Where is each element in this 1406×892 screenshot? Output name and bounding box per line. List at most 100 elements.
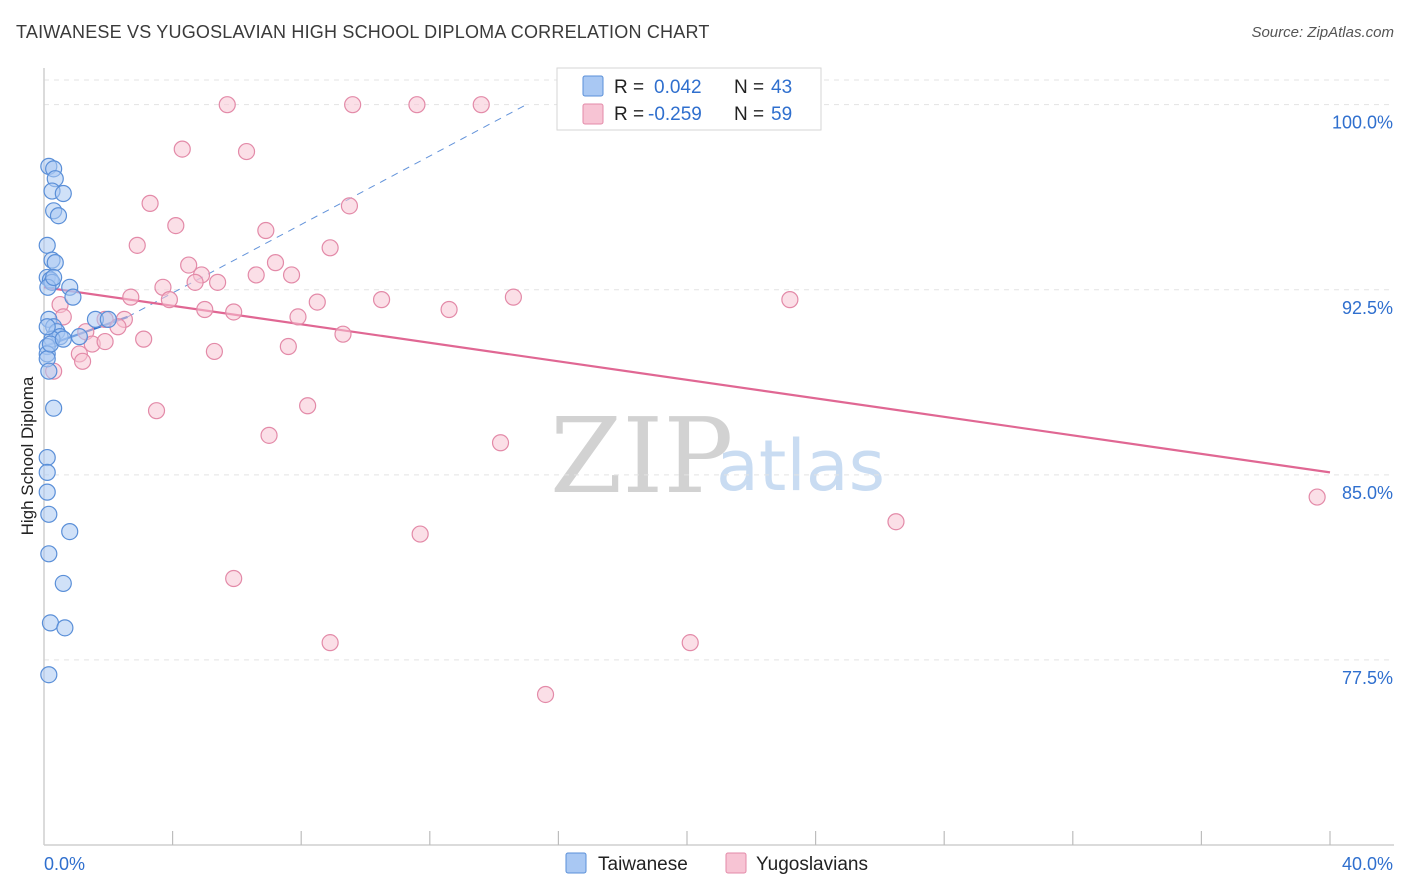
yugoslavian-point bbox=[141, 194, 159, 212]
taiwanese-point bbox=[40, 666, 58, 684]
taiwanese-trend-extension bbox=[127, 104, 527, 318]
x-tick-marks bbox=[172, 831, 1331, 845]
yugoslavian-point bbox=[167, 216, 185, 235]
stats-n-value-yugoslavian: 59 bbox=[771, 104, 792, 125]
yugoslavian-point bbox=[218, 96, 236, 114]
yugoslavian-point bbox=[173, 140, 191, 158]
taiwanese-point bbox=[40, 505, 58, 523]
yugoslavian-point bbox=[491, 434, 510, 452]
yugoslavian-point bbox=[237, 142, 256, 161]
yugoslavian-point bbox=[504, 288, 522, 306]
grid-lines bbox=[44, 79, 1394, 661]
legend-swatch-taiwanese bbox=[565, 852, 587, 874]
y-tick-label: 100.0% bbox=[1332, 113, 1393, 133]
taiwanese-point bbox=[38, 236, 56, 254]
yugoslavian-point bbox=[257, 221, 275, 240]
watermark-zip: ZIP bbox=[550, 395, 733, 517]
taiwanese-point bbox=[99, 310, 117, 328]
yugoslavian-point bbox=[186, 273, 204, 291]
yugoslavian-point bbox=[96, 332, 114, 351]
stats-r-value-taiwanese: 0.042 bbox=[654, 77, 702, 98]
yugoslavian-point bbox=[308, 293, 326, 311]
source-credit: Source: ZipAtlas.com bbox=[1251, 24, 1394, 41]
taiwanese-point bbox=[40, 545, 58, 563]
yugoslavian-point bbox=[247, 266, 265, 284]
yugoslavian-point bbox=[225, 569, 243, 588]
yugoslavian-point bbox=[321, 634, 339, 652]
yugoslavian-point bbox=[536, 685, 555, 704]
yugoslavian-point bbox=[128, 236, 146, 254]
watermark-atlas: atlas bbox=[716, 425, 885, 507]
legend-label-yugoslavian: Yugoslavians bbox=[756, 854, 868, 875]
taiwanese-point bbox=[45, 399, 63, 417]
yugoslavian-point bbox=[209, 273, 227, 291]
stats-box: R = 0.042 N = 43 R = -0.259 N = 59 bbox=[556, 67, 822, 131]
stats-n-value-taiwanese: 43 bbox=[771, 77, 792, 98]
yugoslavian-point bbox=[321, 239, 339, 257]
yugoslavian-point bbox=[135, 330, 153, 348]
x-tick-label-min: 0.0% bbox=[44, 854, 85, 874]
taiwanese-point bbox=[54, 574, 72, 593]
taiwanese-point bbox=[38, 448, 56, 467]
legend-swatch-yugoslavian bbox=[725, 852, 747, 874]
yugoslavian-point bbox=[266, 254, 285, 272]
yugoslavian-point bbox=[160, 291, 178, 309]
stats-r-value-yugoslavian: -0.259 bbox=[648, 104, 702, 125]
taiwanese-point bbox=[70, 328, 88, 346]
yugoslavian-point bbox=[408, 96, 426, 114]
taiwanese-point bbox=[64, 288, 82, 306]
taiwanese-point bbox=[38, 463, 56, 481]
taiwanese-point bbox=[38, 483, 56, 501]
legend-label-taiwanese: Taiwanese bbox=[598, 854, 688, 875]
yugoslavian-point bbox=[196, 300, 214, 319]
yugoslavian-point bbox=[282, 266, 301, 284]
taiwanese-point bbox=[56, 619, 74, 637]
stats-r-label-taiwanese: R = bbox=[614, 77, 644, 98]
yugoslavian-point bbox=[334, 325, 352, 343]
stats-r-label-yugoslavian: R = bbox=[614, 104, 644, 125]
yugoslavian-point bbox=[372, 291, 391, 309]
stats-swatch-yugoslavian bbox=[582, 103, 604, 125]
stats-swatch-taiwanese bbox=[582, 75, 604, 97]
x-tick-label-max: 40.0% bbox=[1342, 854, 1393, 874]
y-tick-labels: 77.5% 85.0% 92.5% 100.0% bbox=[1332, 113, 1393, 688]
yugoslavian-point bbox=[1308, 488, 1326, 506]
stats-n-label-taiwanese: N = bbox=[734, 77, 764, 98]
stats-n-label-yugoslavian: N = bbox=[734, 104, 764, 125]
chart-title: TAIWANESE VS YUGOSLAVIAN HIGH SCHOOL DIP… bbox=[16, 22, 710, 42]
yugoslavian-point bbox=[340, 197, 359, 215]
taiwanese-point bbox=[46, 254, 64, 272]
yugoslavian-trend-line bbox=[43, 286, 1331, 474]
yugoslavian-point bbox=[440, 300, 458, 319]
y-tick-label: 77.5% bbox=[1342, 668, 1393, 688]
taiwanese-point bbox=[54, 330, 72, 348]
taiwanese-point bbox=[49, 207, 68, 225]
yugoslavian-point bbox=[344, 96, 362, 114]
y-tick-label: 85.0% bbox=[1342, 483, 1393, 503]
yugoslavian-point bbox=[122, 288, 140, 306]
data-points bbox=[38, 96, 1326, 704]
yugoslavian-point bbox=[225, 303, 243, 321]
yugoslavian-point bbox=[887, 513, 905, 531]
yugoslavian-point bbox=[147, 402, 166, 420]
taiwanese-point bbox=[40, 362, 58, 380]
yugoslavian-point bbox=[279, 337, 297, 356]
taiwanese-point bbox=[38, 318, 56, 336]
yugoslavian-point bbox=[411, 525, 429, 543]
y-axis-title: High School Diploma bbox=[18, 376, 37, 535]
yugoslavian-point bbox=[205, 342, 223, 361]
taiwanese-point bbox=[61, 522, 79, 541]
yugoslavian-point bbox=[781, 291, 799, 309]
yugoslavian-point bbox=[260, 426, 278, 444]
taiwanese-point bbox=[54, 184, 72, 203]
y-tick-label: 92.5% bbox=[1342, 298, 1393, 318]
taiwanese-point bbox=[45, 268, 63, 287]
yugoslavian-point bbox=[73, 352, 92, 370]
legend: Taiwanese Yugoslavians bbox=[565, 852, 868, 875]
yugoslavian-point bbox=[299, 397, 317, 415]
yugoslavian-point bbox=[472, 96, 490, 114]
taiwanese-point bbox=[41, 614, 60, 632]
yugoslavian-point bbox=[180, 256, 198, 274]
yugoslavian-point bbox=[289, 308, 307, 326]
